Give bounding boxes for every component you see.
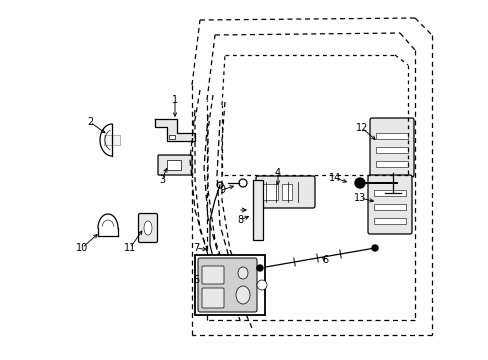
Text: 12: 12 [355, 123, 367, 133]
Text: 9: 9 [219, 185, 224, 195]
Text: 10: 10 [76, 243, 88, 253]
Ellipse shape [236, 286, 249, 304]
FancyBboxPatch shape [202, 266, 224, 284]
Circle shape [257, 280, 266, 290]
Text: 2: 2 [87, 117, 93, 127]
Text: 11: 11 [123, 243, 136, 253]
FancyBboxPatch shape [256, 176, 314, 208]
Bar [373, 218, 405, 224]
Bar [252, 180, 263, 240]
Text: 8: 8 [237, 215, 243, 225]
FancyBboxPatch shape [158, 155, 192, 175]
Bar [195, 255, 264, 315]
Circle shape [354, 178, 364, 188]
Bar [263, 184, 278, 200]
Ellipse shape [143, 221, 152, 235]
Text: 7: 7 [192, 243, 199, 253]
Bar [375, 134, 407, 139]
Bar [104, 135, 120, 145]
Text: 5: 5 [192, 275, 199, 285]
Polygon shape [155, 119, 195, 141]
Bar [373, 204, 405, 210]
FancyBboxPatch shape [138, 213, 157, 243]
Circle shape [371, 245, 377, 251]
Ellipse shape [238, 267, 247, 279]
Bar [167, 160, 181, 170]
Text: 13: 13 [353, 193, 366, 203]
Text: 1: 1 [172, 95, 178, 105]
Text: 6: 6 [321, 255, 327, 265]
Text: 3: 3 [159, 175, 165, 185]
FancyBboxPatch shape [369, 118, 413, 177]
FancyBboxPatch shape [198, 258, 257, 312]
Bar [169, 135, 175, 139]
Text: 14: 14 [328, 173, 341, 183]
Bar [373, 190, 405, 197]
Text: 4: 4 [274, 168, 281, 178]
Circle shape [257, 265, 263, 271]
Bar [282, 184, 291, 200]
FancyBboxPatch shape [367, 175, 411, 234]
FancyBboxPatch shape [202, 288, 224, 308]
Bar [375, 161, 407, 167]
Bar [375, 147, 407, 153]
